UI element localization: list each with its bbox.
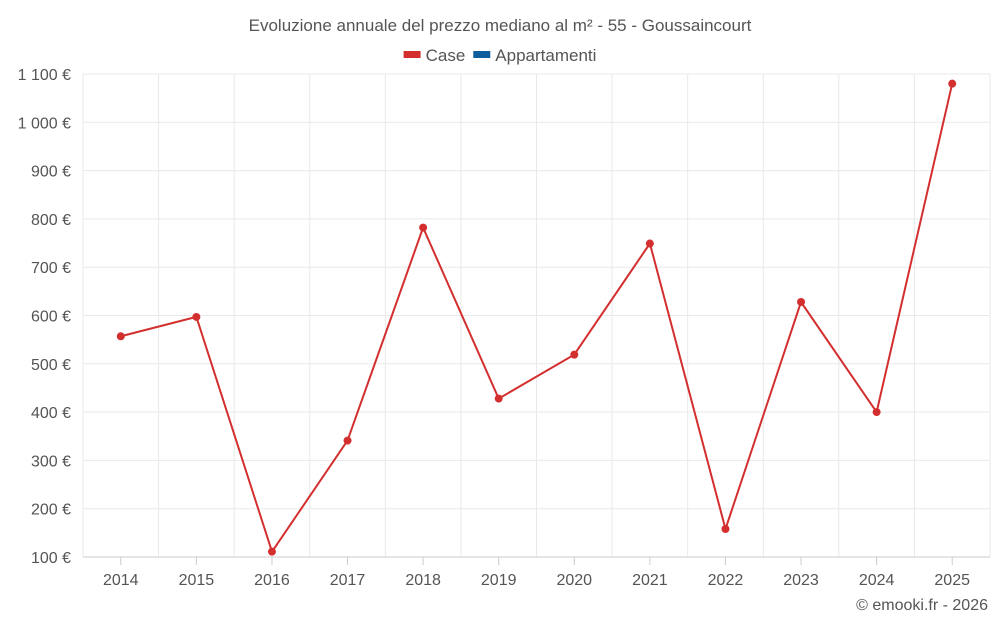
y-tick-label: 900 € xyxy=(31,164,71,181)
x-tick-label: 2015 xyxy=(179,572,215,589)
x-tick-label: 2023 xyxy=(783,572,819,589)
x-tick-label: 2018 xyxy=(405,572,441,589)
legend-swatch xyxy=(473,51,491,58)
data-point[interactable] xyxy=(797,297,806,306)
y-tick-label: 200 € xyxy=(31,502,71,519)
x-tick-label: 2016 xyxy=(254,572,290,589)
y-tick-label: 300 € xyxy=(31,453,71,470)
y-tick-label: 400 € xyxy=(31,405,71,422)
data-point[interactable] xyxy=(494,394,503,403)
x-tick-label: 2022 xyxy=(708,572,744,589)
legend: Case Appartamenti xyxy=(403,46,596,65)
data-point[interactable] xyxy=(267,547,276,556)
y-tick-label: 1 000 € xyxy=(18,115,71,132)
x-tick-label: 2021 xyxy=(632,572,668,589)
credit-text: © emooki.fr - 2026 xyxy=(856,597,988,614)
data-point[interactable] xyxy=(570,350,579,359)
legend-item-1[interactable]: Case xyxy=(403,46,466,65)
data-point[interactable] xyxy=(343,436,352,445)
x-tick-label: 2025 xyxy=(934,572,970,589)
x-tick-label: 2017 xyxy=(330,572,366,589)
x-tick-label: 2014 xyxy=(103,572,139,589)
y-tick-label: 500 € xyxy=(31,357,71,374)
y-tick-label: 100 € xyxy=(31,550,71,567)
y-tick-label: 600 € xyxy=(31,309,71,326)
data-point[interactable] xyxy=(645,239,654,248)
legend-label: Appartamenti xyxy=(495,46,596,65)
data-point[interactable] xyxy=(419,223,428,232)
legend-label: Case xyxy=(426,46,466,65)
x-tick-label: 2019 xyxy=(481,572,517,589)
series-line xyxy=(120,83,954,553)
data-point[interactable] xyxy=(872,408,881,417)
legend-swatch xyxy=(403,51,421,58)
y-tick-label: 700 € xyxy=(31,260,71,277)
y-tick-label: 800 € xyxy=(31,212,71,229)
chart-title: Evoluzione annuale del prezzo mediano al… xyxy=(249,16,752,35)
x-tick-label: 2024 xyxy=(859,572,895,589)
axes: 100 € 200 € 300 € 400 € 500 € 600 € 700 € 800 €… xyxy=(18,67,990,589)
legend-item-2[interactable]: Appartamenti xyxy=(473,46,596,65)
gridlines xyxy=(82,73,991,557)
y-tick-label: 1 100 € xyxy=(18,67,71,84)
series-1 xyxy=(116,79,957,556)
data-point[interactable] xyxy=(116,332,125,341)
x-tick-label: 2020 xyxy=(556,572,592,589)
data-point[interactable] xyxy=(192,312,201,321)
series-layer xyxy=(116,79,957,556)
data-point[interactable] xyxy=(721,524,730,533)
data-point[interactable] xyxy=(948,79,957,88)
